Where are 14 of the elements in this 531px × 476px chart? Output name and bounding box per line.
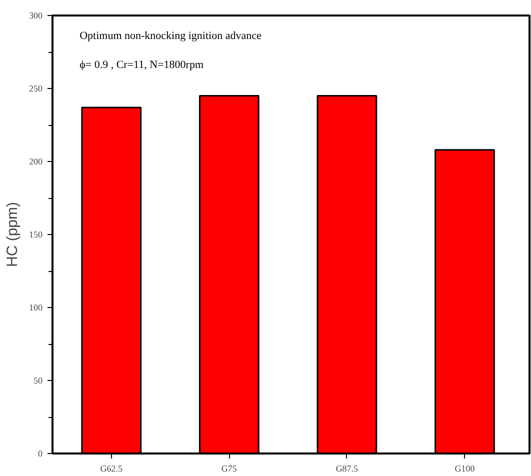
annotation: ϕ= 0.9 , Cr=11, N=1800rpm	[80, 58, 204, 71]
y-tick-label: 250	[29, 84, 43, 94]
x-tick-label: G62.5	[100, 464, 124, 474]
y-axis-title: HC (ppm)	[4, 202, 21, 267]
annotation: Optimum non-knocking ignition advance	[80, 30, 262, 42]
x-tick-label: G100	[454, 464, 476, 474]
y-tick-label: 200	[29, 156, 43, 166]
y-tick-label: 0	[38, 448, 43, 458]
y-tick-label: 150	[29, 230, 43, 240]
y-tick-label: 300	[29, 10, 43, 20]
x-tick-label: G75	[221, 464, 238, 474]
y-tick-label: 50	[34, 376, 43, 386]
x-tick-label: G87.5	[336, 464, 359, 474]
y-tick-label: 100	[29, 302, 43, 312]
